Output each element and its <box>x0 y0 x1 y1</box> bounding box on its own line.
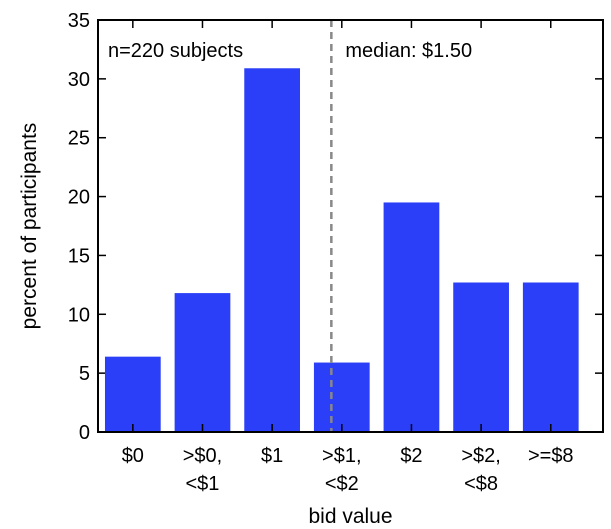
x-tick-label: >$2, <$8 <box>461 445 500 495</box>
y-tick-label: 10 <box>68 304 90 326</box>
bar <box>104 356 161 432</box>
y-tick-label: 25 <box>68 128 90 150</box>
y-tick-label: 15 <box>68 245 90 267</box>
x-axis-ticks: $0 >$0, <$1 $1 >$1, <$2 $2 >$2, <$8 >=$8 <box>122 20 574 495</box>
x-tick-label: $2 <box>400 445 422 467</box>
x-tick-label: $0 <box>122 445 144 467</box>
bar <box>313 362 370 432</box>
sample-size-annotation: n=220 subjects <box>108 40 243 62</box>
y-axis-ticks: 0 5 10 15 20 25 30 35 <box>68 10 603 444</box>
y-tick-label: 30 <box>68 69 90 91</box>
bars <box>104 68 579 433</box>
bar <box>174 293 231 432</box>
bar <box>383 202 440 432</box>
y-tick-label: 5 <box>79 363 90 385</box>
y-tick-label: 20 <box>68 187 90 209</box>
bar <box>244 68 300 433</box>
x-tick-label: $1 <box>261 445 283 467</box>
y-tick-label: 0 <box>79 422 90 444</box>
bar <box>453 282 509 432</box>
x-tick-label: >$1, <$2 <box>322 445 361 495</box>
median-annotation: median: $1.50 <box>345 40 472 62</box>
bar <box>522 282 579 432</box>
x-axis-label: bid value <box>308 505 392 528</box>
y-axis-label: percent of participants <box>18 123 41 330</box>
y-tick-label: 35 <box>68 10 90 32</box>
plot-frame <box>97 19 604 433</box>
x-tick-label: >=$8 <box>528 445 574 467</box>
x-tick-label: >$0, <$1 <box>183 445 222 495</box>
